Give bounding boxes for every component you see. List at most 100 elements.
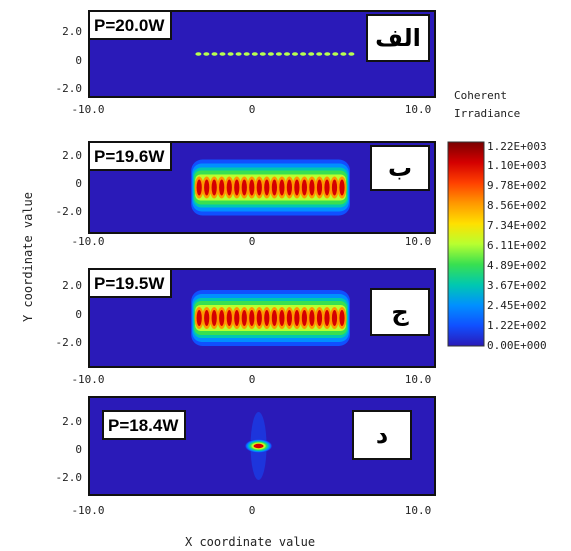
beam-spot	[241, 310, 247, 326]
irradiance-map-d	[244, 412, 273, 480]
beam-spot	[332, 52, 339, 56]
ytick-b-mid: 0	[75, 177, 82, 190]
beam-spot	[324, 179, 330, 196]
panel-c: P=19.5W ج	[88, 268, 436, 368]
beam-spot	[253, 443, 264, 449]
xtick-a-left: -10.0	[71, 103, 105, 116]
beam-spot	[301, 310, 307, 326]
beam-spot	[339, 179, 345, 196]
panel-tag-b: ب	[370, 145, 430, 191]
ytick-b-top: 2.0	[62, 149, 82, 162]
beam-spot	[234, 310, 240, 326]
beam-spot	[284, 52, 290, 56]
colorbar-tick-4: 7.34E+002	[487, 219, 547, 232]
beam-spot	[324, 52, 331, 56]
beam-spot	[234, 179, 240, 196]
power-label-a: P=20.0W	[90, 12, 173, 40]
beam-spot	[339, 310, 345, 326]
beam-spot	[241, 179, 247, 196]
power-label-c: P=19.5W	[90, 270, 173, 298]
colorbar-tick-3: 8.56E+002	[487, 199, 547, 212]
xtick-d-mid: 0	[248, 504, 256, 517]
power-label-d: P=18.4W	[102, 410, 187, 440]
irradiance-map-c	[191, 290, 350, 346]
beam-spot	[324, 310, 330, 326]
xtick-b-right: 10.0	[404, 235, 432, 248]
panel-tag-c: ج	[370, 288, 430, 336]
panel-b: P=19.6W ب	[88, 141, 436, 234]
beam-spot	[286, 310, 292, 326]
beam-spot	[301, 179, 307, 196]
beam-spot	[316, 179, 323, 196]
ytick-b-bot: -2.0	[55, 205, 83, 218]
xtick-b-mid: 0	[248, 235, 256, 248]
beam-spot	[331, 310, 338, 326]
beam-spot	[196, 179, 202, 196]
beam-spot	[235, 52, 242, 56]
colorbar-tick-0: 1.22E+003	[487, 140, 547, 153]
panel-tag-d: د	[352, 410, 412, 460]
beam-spot	[275, 52, 282, 56]
beam-spot	[226, 179, 232, 196]
xtick-c-mid: 0	[248, 373, 256, 386]
colorbar-tick-7: 3.67E+002	[487, 279, 547, 292]
ytick-a-bot: -2.0	[55, 82, 83, 95]
beam-spot	[196, 310, 202, 326]
colorbar-tick-8: 2.45E+002	[487, 299, 547, 312]
colorbar-tick-1: 1.10E+003	[487, 159, 547, 172]
beam-spot	[226, 310, 232, 326]
xtick-b-left: -10.0	[71, 235, 105, 248]
beam-spot	[249, 179, 255, 196]
beam-spot	[219, 179, 225, 196]
panel-a: P=20.0W الف	[88, 10, 436, 98]
beam-spot	[204, 179, 210, 196]
xtick-a-right: 10.0	[404, 103, 432, 116]
ytick-d-top: 2.0	[62, 415, 82, 428]
beam-spot	[308, 52, 315, 56]
beam-spot	[251, 52, 258, 56]
colorbar-tick-10: 0.00E+000	[487, 339, 547, 352]
y-axis-label: Y coordinate value	[21, 191, 35, 323]
colorbar	[447, 141, 485, 347]
beam-spot	[309, 179, 315, 196]
beam-spot	[300, 52, 307, 56]
colorbar-tick-5: 6.11E+002	[487, 239, 547, 252]
xtick-c-right: 10.0	[404, 373, 432, 386]
beam-spot	[249, 310, 255, 326]
beam-spot	[256, 179, 262, 196]
beam-spot	[219, 310, 225, 326]
xtick-a-mid: 0	[248, 103, 256, 116]
irradiance-map-a	[195, 52, 355, 56]
beam-spot	[294, 179, 300, 196]
irradiance-map-b	[191, 159, 350, 216]
colorbar-tick-2: 9.78E+002	[487, 179, 547, 192]
beam-spot	[227, 52, 234, 56]
beam-spot	[316, 52, 323, 56]
panel-tag-a: الف	[366, 14, 430, 62]
beam-spot	[279, 179, 285, 196]
beam-spot	[264, 310, 270, 326]
ytick-d-mid: 0	[75, 443, 82, 456]
ytick-c-mid: 0	[75, 308, 82, 321]
ytick-a-mid: 0	[75, 54, 82, 67]
beam-spot	[286, 179, 292, 196]
beam-spot	[331, 179, 338, 196]
ytick-a-top: 2.0	[62, 25, 82, 38]
ytick-d-bot: -2.0	[55, 471, 83, 484]
xtick-d-right: 10.0	[404, 504, 432, 517]
xtick-d-left: -10.0	[71, 504, 105, 517]
panel-d: P=18.4W د	[88, 396, 436, 496]
x-axis-label: X coordinate value	[185, 535, 316, 549]
beam-spot	[259, 52, 266, 56]
beam-spot	[264, 179, 270, 196]
beam-spot	[203, 52, 210, 56]
beam-spot	[256, 310, 262, 326]
colorbar-title-line2: Irradiance	[454, 107, 521, 120]
beam-spot	[211, 179, 217, 196]
colorbar-tick-9: 1.22E+002	[487, 319, 547, 332]
power-label-b: P=19.6W	[90, 143, 173, 171]
beam-spot	[243, 52, 250, 56]
beam-spot	[267, 52, 274, 56]
beam-spot	[340, 52, 347, 56]
beam-spot	[211, 310, 217, 326]
